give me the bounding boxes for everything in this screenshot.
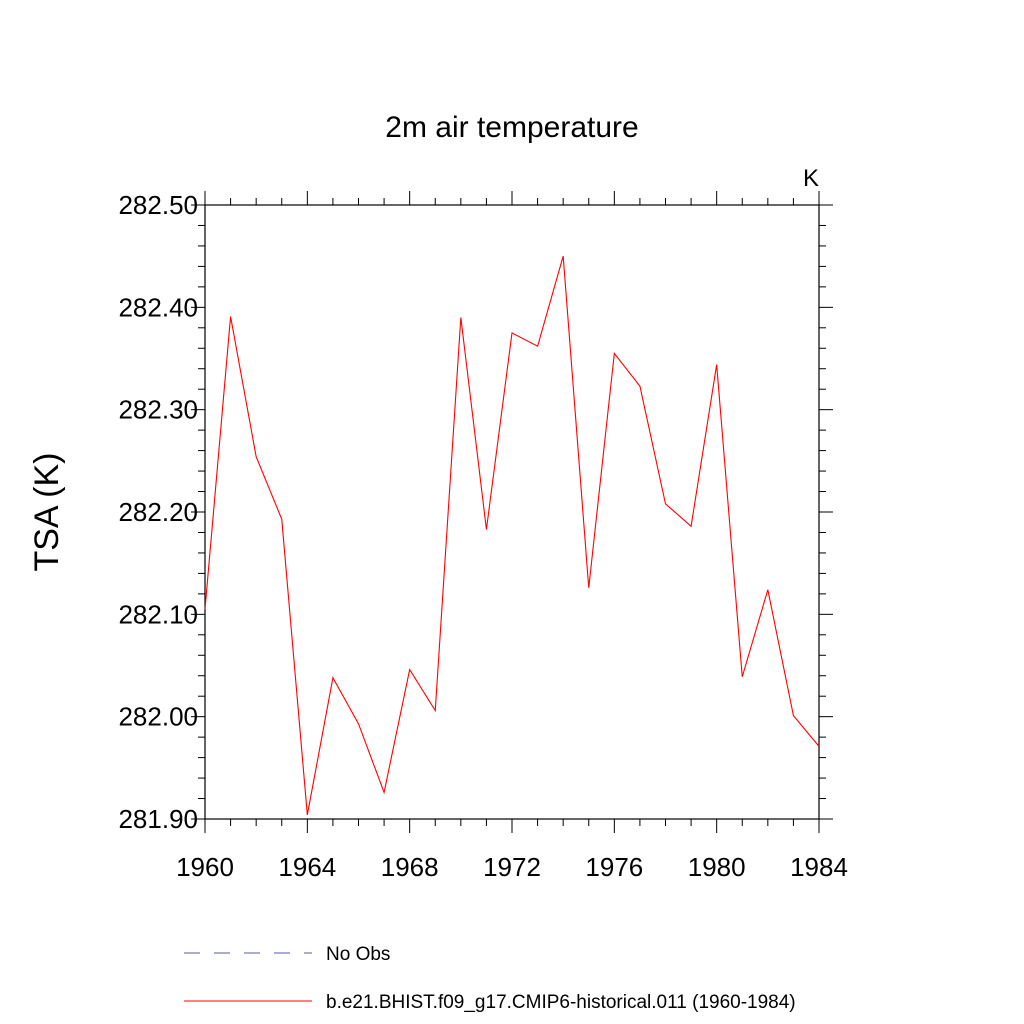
x-tick-label: 1976 [585, 852, 643, 882]
units-label: K [803, 165, 819, 192]
x-tick-label: 1960 [176, 852, 234, 882]
y-axis-label: TSA (K) [28, 452, 66, 571]
x-axis-tick-labels: 1960 1964 1968 1972 1976 1980 1984 [176, 852, 848, 882]
chart-title: 2m air temperature [385, 111, 638, 144]
y-tick-label: 282.50 [118, 190, 198, 220]
x-axis-ticks [204, 191, 820, 833]
series-line-1 [204, 256, 820, 816]
y-tick-label: 282.10 [118, 599, 198, 629]
y-tick-label: 282.00 [118, 702, 198, 732]
y-tick-label: 282.30 [118, 395, 198, 425]
y-axis-ticks [191, 204, 833, 820]
legend-label-0: No Obs [326, 944, 390, 965]
x-tick-label: 1972 [483, 852, 541, 882]
x-tick-label: 1980 [688, 852, 746, 882]
x-tick-label: 1968 [381, 852, 439, 882]
y-tick-label: 281.90 [118, 804, 198, 834]
y-tick-label: 282.40 [118, 292, 198, 322]
y-axis-tick-labels: 281.90 282.00 282.10 282.20 282.30 282.40 282.… [118, 190, 198, 834]
series-lines [204, 256, 820, 816]
y-tick-label: 282.20 [118, 497, 198, 527]
legend: No Obs b.e21.BHIST.f09_g17.CMIP6-historic… [184, 944, 796, 1013]
legend-label-1: b.e21.BHIST.f09_g17.CMIP6-historical.011… [326, 992, 796, 1013]
x-tick-label: 1984 [790, 852, 848, 882]
plot-frame [204, 204, 820, 820]
x-tick-label: 1964 [278, 852, 336, 882]
